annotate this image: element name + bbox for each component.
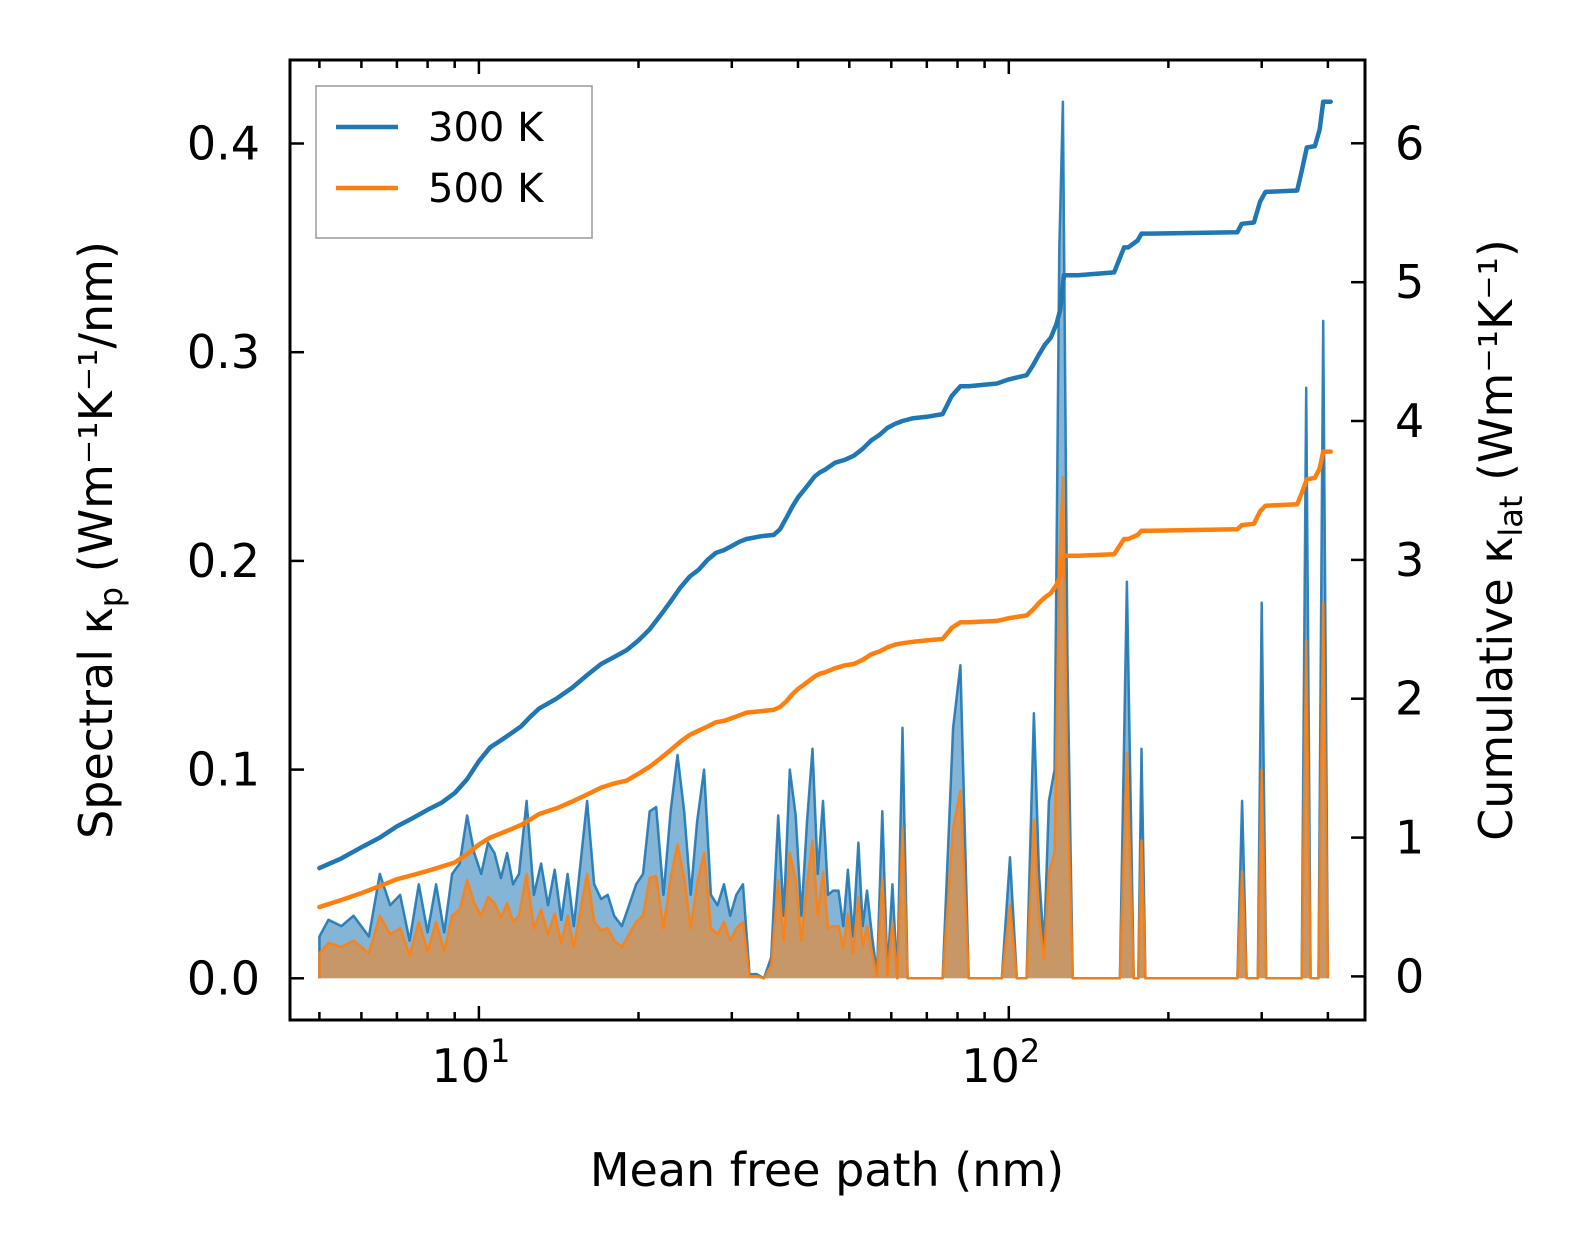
- legend-box: [315, 85, 593, 239]
- y-axis-left-label: Spectral κp (Wm⁻¹K⁻¹/nm): [69, 241, 130, 839]
- y-right-tick-label: 3: [1395, 533, 1424, 587]
- y-axis-right-label: Cumulative κlat (Wm⁻¹K⁻¹): [1469, 239, 1530, 841]
- y-left-tick-label: 0.1: [187, 743, 260, 797]
- x-axis-label: Mean free path (nm): [590, 1143, 1064, 1197]
- y-right-tick-label: 2: [1395, 672, 1424, 726]
- y-left-label-main: Spectral κ: [69, 607, 123, 839]
- y-left-tick-label: 0.4: [187, 117, 260, 171]
- x-tick-label: 102: [961, 1032, 1040, 1093]
- y-left-tick-label: 0.0: [187, 951, 260, 1005]
- x-tick-label-exponent: 2: [1020, 1032, 1040, 1070]
- y-right-tick-label: 1: [1395, 811, 1424, 865]
- y-left-label-unit: (Wm⁻¹K⁻¹/nm): [69, 241, 123, 587]
- x-axis: 101 102: [318, 60, 1330, 1093]
- cumulative-line-300k: [317, 99, 1333, 871]
- y-axis-right: 0 1 2 3 4 5 6: [1351, 116, 1424, 1003]
- y-axis-left: 0.0 0.1 0.2 0.3 0.4: [187, 117, 304, 1005]
- legend-label-500k: 500 K: [428, 166, 545, 212]
- y-right-tick-label: 0: [1395, 949, 1424, 1003]
- x-tick-label: 101: [431, 1032, 510, 1093]
- x-tick-label-base: 10: [961, 1039, 1020, 1093]
- legend: 300 K 500 K: [315, 85, 593, 239]
- y-right-label-main: Cumulative κ: [1469, 537, 1523, 841]
- x-tick-label-exponent: 1: [490, 1032, 510, 1070]
- x-tick-label-base: 10: [431, 1039, 490, 1093]
- y-right-label-unit: (Wm⁻¹K⁻¹): [1469, 239, 1523, 495]
- legend-label-300k: 300 K: [428, 105, 545, 151]
- plot-frame: [288, 58, 1367, 1022]
- y-left-tick-label: 0.2: [187, 534, 260, 588]
- plot-data: [317, 99, 1333, 980]
- cumulative-line-500k: [317, 449, 1333, 910]
- y-left-label-sub: p: [92, 587, 130, 607]
- y-left-tick-label: 0.3: [187, 325, 260, 379]
- y-right-tick-label: 5: [1395, 255, 1424, 309]
- y-right-tick-label: 6: [1395, 116, 1424, 170]
- y-right-tick-label: 4: [1395, 394, 1424, 448]
- spectral-line-500k: [318, 476, 1330, 980]
- y-right-label-sub: lat: [1492, 496, 1530, 537]
